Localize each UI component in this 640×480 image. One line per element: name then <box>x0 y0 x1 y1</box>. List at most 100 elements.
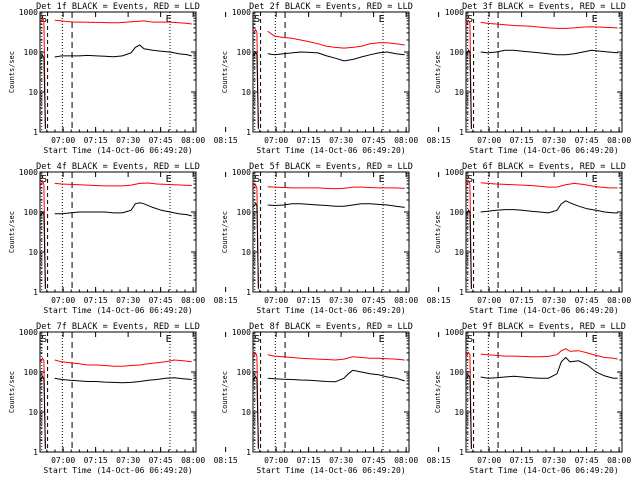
x-tick-label: 07:00 <box>477 456 501 465</box>
series-line-events <box>480 356 618 379</box>
chart-panel-9: Det 9f BLACK = Events, RED = LLD 1 10 100 10… <box>434 322 640 475</box>
chart-title: Det 3f BLACK = Events, RED = LLD <box>462 2 626 12</box>
x-tick-label: 07:45 <box>575 296 599 305</box>
x-tick-label: 07:00 <box>51 136 75 145</box>
series-line-lld <box>54 182 192 187</box>
x-axis-label: Start Time (14-Oct-06 06:49:20) <box>43 306 192 315</box>
y-axis-label: Counts/sec <box>434 51 442 93</box>
plot-frame <box>252 11 410 133</box>
x-axis-label: Start Time (14-Oct-06 06:49:20) <box>43 466 192 475</box>
series-spike-events <box>40 54 46 129</box>
x-tick-label: 07:00 <box>51 456 75 465</box>
chart-title: Det 7f BLACK = Events, RED = LLD <box>36 322 200 332</box>
x-tick-label: 07:15 <box>84 456 108 465</box>
series-line-events <box>480 200 618 214</box>
x-tick-label: 08:15 <box>214 136 238 145</box>
x-tick-label: 07:45 <box>575 136 599 145</box>
y-tick-label: 1 <box>459 128 464 137</box>
x-axis-label: Start Time (14-Oct-06 06:49:20) <box>256 466 405 475</box>
start-marker-label: S <box>254 14 260 25</box>
chart-title: Det 8f BLACK = Events, RED = LLD <box>249 322 413 332</box>
y-tick-label: 10 <box>28 248 38 257</box>
y-axis-label: Counts/sec <box>8 51 16 93</box>
series-line-events <box>480 49 618 56</box>
x-tick-label: 08:15 <box>427 136 451 145</box>
series-line-lld <box>480 182 618 189</box>
series-spike-events <box>466 49 472 129</box>
series-line-events <box>54 377 192 384</box>
y-tick-label: 1000 <box>19 328 38 337</box>
x-tick-label: 07:00 <box>51 296 75 305</box>
x-tick-label: 07:45 <box>362 456 386 465</box>
chart-title: Det 2f BLACK = Events, RED = LLD <box>249 2 413 12</box>
y-tick-label: 10 <box>454 88 464 97</box>
end-marker-label: E <box>166 334 172 345</box>
x-axis-label: Start Time (14-Oct-06 06:49:20) <box>469 306 618 315</box>
series-line-lld <box>267 186 405 190</box>
x-axis-label: Start Time (14-Oct-06 06:49:20) <box>43 146 192 155</box>
chart-panel-5: Det 5f BLACK = Events, RED = LLD 1 10 100 10… <box>221 162 451 315</box>
y-axis-label: Counts/sec <box>434 211 442 253</box>
y-axis-label: Counts/sec <box>221 371 229 413</box>
x-axis-label: Start Time (14-Oct-06 06:49:20) <box>469 146 618 155</box>
series-spike-events <box>466 209 472 289</box>
series-line-events <box>267 369 405 383</box>
start-marker-label: S <box>254 174 260 185</box>
y-axis-label: Counts/sec <box>221 211 229 253</box>
start-marker-label: S <box>41 334 47 345</box>
series-line-events <box>54 44 192 58</box>
end-marker-label: E <box>379 334 385 345</box>
y-tick-label: 100 <box>24 208 39 217</box>
y-tick-label: 100 <box>237 368 252 377</box>
x-tick-label: 08:00 <box>607 136 631 145</box>
y-tick-label: 1000 <box>232 328 251 337</box>
end-marker-label: E <box>592 14 598 25</box>
x-tick-label: 07:45 <box>149 136 173 145</box>
x-tick-label: 07:45 <box>149 456 173 465</box>
y-tick-label: 10 <box>28 88 38 97</box>
x-tick-label: 07:45 <box>362 296 386 305</box>
plot-frame <box>465 331 623 453</box>
x-tick-label: 07:30 <box>116 456 140 465</box>
x-tick-label: 07:00 <box>264 136 288 145</box>
series-line-lld <box>480 348 618 360</box>
x-tick-label: 07:45 <box>575 456 599 465</box>
start-marker-label: S <box>41 14 47 25</box>
plot-frame <box>252 331 410 453</box>
series-spike-events <box>40 375 46 449</box>
x-tick-label: 07:00 <box>264 296 288 305</box>
x-tick-label: 07:15 <box>84 296 108 305</box>
start-marker-label: S <box>41 174 47 185</box>
y-axis-label: Counts/sec <box>8 371 16 413</box>
x-tick-label: 07:00 <box>477 296 501 305</box>
y-tick-label: 1000 <box>445 328 464 337</box>
chart-title: Det 1f BLACK = Events, RED = LLD <box>36 2 200 12</box>
x-tick-label: 07:30 <box>116 136 140 145</box>
chart-title: Det 9f BLACK = Events, RED = LLD <box>462 322 626 332</box>
x-tick-label: 07:30 <box>329 456 353 465</box>
x-tick-label: 08:00 <box>181 296 205 305</box>
y-tick-label: 1 <box>33 448 38 457</box>
y-tick-label: 1000 <box>232 8 251 17</box>
end-marker-label: E <box>379 174 385 185</box>
end-marker-label: E <box>592 174 598 185</box>
y-tick-label: 10 <box>454 248 464 257</box>
x-tick-label: 08:00 <box>607 296 631 305</box>
y-tick-label: 1 <box>33 128 38 137</box>
chart-panel-4: Det 4f BLACK = Events, RED = LLD 1 10 100 10… <box>8 162 238 315</box>
y-tick-label: 100 <box>450 368 465 377</box>
y-tick-label: 10 <box>28 408 38 417</box>
x-tick-label: 07:00 <box>264 456 288 465</box>
x-tick-label: 07:15 <box>510 456 534 465</box>
y-tick-label: 1 <box>459 288 464 297</box>
y-tick-label: 1000 <box>232 168 251 177</box>
y-tick-label: 1 <box>246 288 251 297</box>
series-line-lld <box>267 30 405 49</box>
series-spike-events <box>40 211 46 289</box>
chart-panel-6: Det 6f BLACK = Events, RED = LLD 1 10 100 10… <box>434 162 640 315</box>
y-tick-label: 100 <box>24 48 39 57</box>
plot-frame <box>39 171 197 293</box>
end-marker-label: E <box>592 334 598 345</box>
y-tick-label: 1000 <box>19 168 38 177</box>
